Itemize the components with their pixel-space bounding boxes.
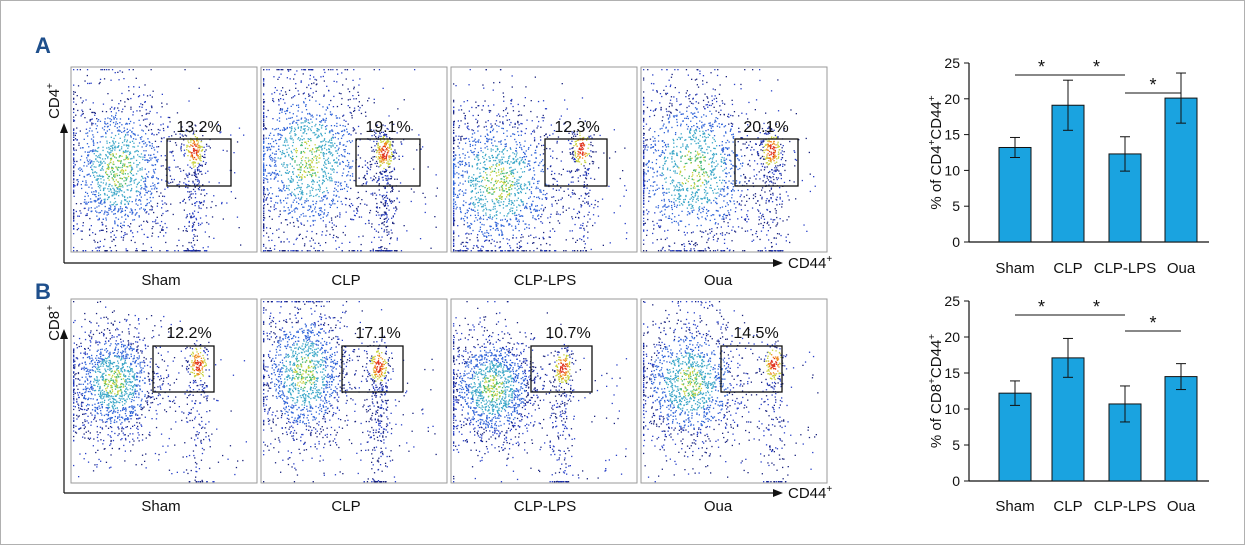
flow-plot-clp-lps (450, 66, 638, 253)
y-tick-label: 10 (944, 162, 960, 178)
category-label: Oua (1167, 498, 1196, 515)
gate-box-clp (355, 138, 421, 187)
y-tick-label: 0 (952, 234, 960, 250)
gate-percent-sham-b: 12.2% (166, 325, 211, 342)
gate-percent-clp-b: 17.1% (355, 325, 400, 342)
gate-box-sham-b (152, 345, 215, 393)
group-label-sham: Sham (141, 272, 180, 289)
gate-box-clp-lps-b (530, 345, 593, 393)
flow-dots-a (73, 69, 816, 252)
gate-percent-sham: 13.2% (176, 119, 221, 136)
group-label-sham-b: Sham (141, 498, 180, 515)
y-tick-label: 20 (944, 329, 960, 345)
gate-percent-oua: 20.1% (743, 119, 788, 136)
bar-sham (998, 146, 1032, 243)
gate-box-clp-lps (544, 138, 608, 187)
significance-star: * (1093, 57, 1100, 77)
category-label: Sham (995, 260, 1034, 277)
group-label-oua-b: Oua (704, 498, 733, 515)
flow-plot-clp-lps-b (450, 298, 638, 484)
category-label: CLP-LPS (1094, 498, 1157, 515)
gate-percent-clp: 19.1% (365, 119, 410, 136)
y-tick-label: 25 (944, 55, 960, 71)
y-tick-label: 5 (952, 437, 960, 453)
y-tick-label: 15 (944, 365, 960, 381)
bar-clp (1051, 357, 1085, 482)
y-tick-label: 5 (952, 198, 960, 214)
flow-y-axis-arrow-b (60, 329, 68, 339)
bar-y-axis-label: % of CD4+CD44+ (927, 95, 945, 209)
panel-a: A CD4+ CD44+ 13.2% 19.1% 12.3% 20.1% Sha… (35, 33, 832, 289)
flow-plot-clp (260, 66, 448, 253)
category-label: CLP (1053, 498, 1082, 515)
significance-star: * (1038, 57, 1045, 77)
flow-dots-b (73, 301, 819, 483)
group-label-clp: CLP (331, 272, 360, 289)
panel-letter-a: A (35, 33, 51, 58)
panel-letter-b: B (35, 279, 51, 304)
flow-plot-sham (70, 66, 258, 253)
category-label: CLP-LPS (1094, 260, 1157, 277)
flow-y-axis-arrow (60, 123, 68, 133)
gate-box-oua (734, 138, 799, 187)
panel-b: B CD8+ CD44+ 12.2% 17.1% 10.7% 14.5% Sha… (35, 279, 832, 515)
bar-y-axis-label: % of CD8+CD44+ (927, 334, 945, 448)
category-label: CLP (1053, 260, 1082, 277)
gate-percent-clp-lps-b: 10.7% (545, 325, 590, 342)
significance-star: * (1038, 297, 1045, 317)
bar-chart-cd4: 0 5 10 15 20 25 % of CD4+CD44+ Sham CLP CLP-LPS Ou… (927, 55, 1209, 277)
y-tick-label: 25 (944, 293, 960, 309)
flow-x-axis-arrow-b (773, 489, 783, 497)
y-tick-label: 10 (944, 401, 960, 417)
gate-box-oua-b (720, 345, 783, 393)
gate-box-clp-b (341, 345, 404, 393)
flow-y-axis-label-b: CD8+ (45, 305, 63, 341)
category-label: Sham (995, 498, 1034, 515)
category-label: Oua (1167, 260, 1196, 277)
significance-star: * (1149, 313, 1156, 333)
flow-x-axis-label: CD44+ (788, 254, 832, 272)
bar-oua (1164, 376, 1198, 482)
group-label-clp-lps-b: CLP-LPS (514, 498, 577, 515)
flow-plot-oua (640, 66, 828, 253)
flow-plot-sham-b (70, 298, 258, 484)
significance-star: * (1149, 75, 1156, 95)
group-label-clp-lps: CLP-LPS (514, 272, 577, 289)
gate-box-sham (166, 138, 232, 187)
y-tick-label: 0 (952, 473, 960, 489)
gate-percent-oua-b: 14.5% (733, 325, 778, 342)
bar-chart-cd8: 0 5 10 15 20 25 % of CD8+CD44+ Sham CLP CLP-LPS Ou… (927, 293, 1209, 515)
flow-plot-oua-b (640, 298, 828, 484)
gate-percent-clp-lps: 12.3% (554, 119, 599, 136)
group-label-oua: Oua (704, 272, 733, 289)
group-label-clp-b: CLP (331, 498, 360, 515)
bar-sham (998, 392, 1032, 482)
y-tick-label: 15 (944, 127, 960, 143)
y-tick-label: 20 (944, 91, 960, 107)
flow-y-axis-label: CD4+ (45, 83, 63, 119)
flow-x-axis-label-b: CD44+ (788, 484, 832, 502)
flow-x-axis-arrow (773, 259, 783, 267)
significance-star: * (1093, 297, 1100, 317)
